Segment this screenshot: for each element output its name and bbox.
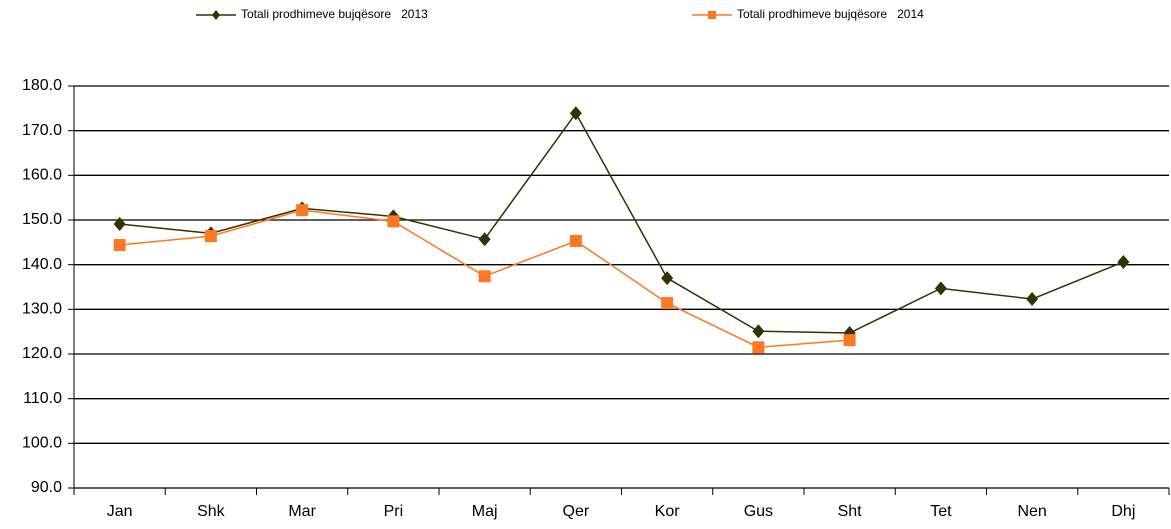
y-tick-label: 150.0: [22, 211, 62, 228]
marker: [296, 204, 309, 217]
marker: [204, 230, 217, 243]
y-tick-label: 140.0: [22, 256, 62, 273]
legend-label: Totali prodhimeve bujqësore 2014: [737, 7, 924, 21]
x-tick-label: Kor: [655, 503, 681, 520]
y-tick-label: 130.0: [22, 301, 62, 318]
marker: [569, 234, 582, 247]
legend-marker: [708, 11, 716, 19]
series-line: [119, 111, 1124, 334]
y-tick-label: 170.0: [22, 122, 62, 139]
y-tick-label: 120.0: [22, 345, 62, 362]
legend-label: Totali prodhimeve bujqësore 2013: [241, 7, 428, 21]
x-tick-label: Gus: [744, 503, 773, 520]
x-tick-label: Pri: [384, 503, 404, 520]
marker: [113, 217, 126, 232]
y-tick-label: 90.0: [31, 479, 62, 496]
marker: [661, 271, 674, 286]
y-tick-label: 100.0: [22, 435, 62, 452]
marker: [752, 324, 765, 339]
x-tick-label: Sht: [838, 503, 863, 520]
marker: [569, 106, 582, 121]
marker: [752, 341, 765, 354]
marker: [1026, 292, 1039, 307]
marker: [1117, 254, 1130, 269]
y-tick-label: 110.0: [23, 390, 62, 407]
marker: [934, 281, 947, 296]
marker: [478, 232, 491, 247]
legend-marker: [212, 10, 220, 20]
x-tick-label: Maj: [472, 503, 498, 520]
x-tick-label: Nen: [1017, 503, 1046, 520]
x-tick-label: Tet: [930, 503, 952, 520]
marker: [113, 239, 126, 252]
x-tick-label: Dhj: [1111, 503, 1135, 520]
x-tick-label: Shk: [197, 503, 226, 520]
y-tick-label: 180.0: [22, 77, 62, 94]
y-tick-label: 160.0: [22, 167, 62, 184]
x-tick-label: Jan: [107, 503, 133, 520]
marker: [478, 270, 491, 283]
marker: [661, 297, 674, 310]
marker: [387, 215, 400, 228]
x-tick-label: Mar: [288, 503, 316, 520]
x-tick-label: Qer: [563, 503, 590, 520]
marker: [843, 334, 856, 347]
